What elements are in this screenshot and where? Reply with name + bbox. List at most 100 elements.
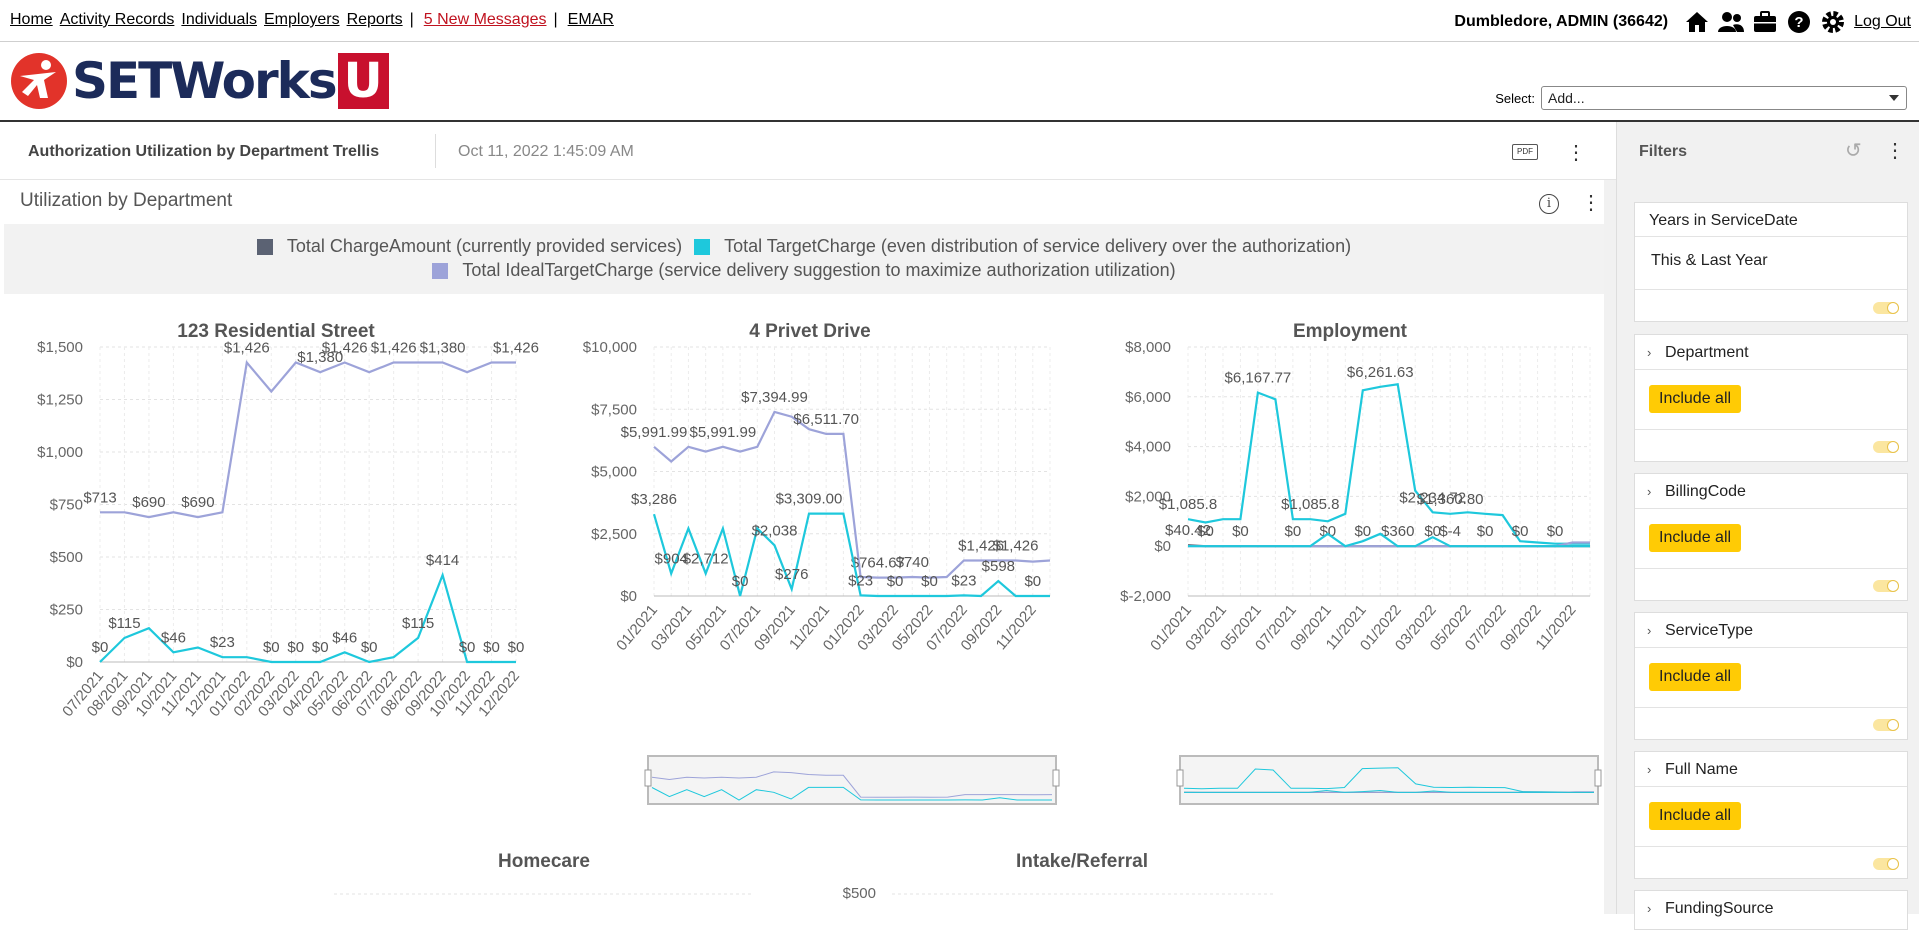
navigator-handle-right	[1595, 770, 1601, 786]
dashboard-main: Authorization Utilization by Department …	[0, 122, 1616, 914]
data-label: $7,394.99	[741, 389, 808, 406]
range-navigator	[648, 756, 1056, 804]
nav-employers-link[interactable]: Employers	[264, 11, 340, 29]
reset-icon[interactable]: ↺	[1845, 138, 1862, 163]
chevron-right-icon[interactable]: ›	[1647, 623, 1651, 638]
data-label: $0	[361, 639, 378, 656]
data-label: $1,426	[322, 340, 368, 357]
include-all-button[interactable]: Include all	[1649, 524, 1741, 552]
info-icon[interactable]: i	[1539, 194, 1559, 214]
dashboard-title: Authorization Utilization by Department …	[28, 143, 379, 161]
filter-toggle[interactable]	[1873, 441, 1899, 453]
legend-item-ideal-target-charge[interactable]: Total IdealTargetCharge (service deliver…	[432, 260, 1175, 281]
data-label: $0	[1285, 523, 1302, 540]
divider	[1635, 369, 1907, 370]
y-tick-label: $250	[50, 602, 83, 619]
chevron-down-icon	[1889, 95, 1899, 101]
logo-bar: SETWorks U Select: Add...	[0, 42, 1919, 122]
top-nav: Home Activity Records Individuals Employ…	[0, 0, 1919, 42]
utilization-widget: Utilization by Department i ⋮ Total Char…	[4, 184, 1604, 914]
main-scrollbar[interactable]	[1604, 180, 1616, 914]
divider	[1635, 568, 1907, 569]
setworks-logo[interactable]: SETWorks U	[10, 52, 389, 110]
legend-swatch	[694, 239, 710, 255]
home-icon[interactable]	[1684, 9, 1710, 35]
briefcase-icon[interactable]	[1752, 9, 1778, 35]
select-value: Add...	[1548, 90, 1585, 106]
filter-years-in-servicedate[interactable]: Years in ServiceDate This & Last Year	[1634, 202, 1908, 322]
filter-department[interactable]: › Department Include all	[1634, 334, 1908, 462]
include-all-button[interactable]: Include all	[1649, 385, 1741, 413]
nav-messages-link[interactable]: 5 New Messages	[424, 11, 547, 29]
data-label: $115	[108, 615, 140, 632]
filter-billingcode[interactable]: › BillingCode Include all	[1634, 473, 1908, 601]
divider	[1635, 647, 1907, 648]
data-label: $6,167.77	[1225, 370, 1292, 387]
divider	[1635, 786, 1907, 787]
widget-more-icon[interactable]: ⋮	[1581, 190, 1601, 215]
y-tick-label: $6,000	[1125, 389, 1171, 406]
legend-item-charge-amount[interactable]: Total ChargeAmount (currently provided s…	[257, 236, 682, 257]
legend-item-target-charge[interactable]: Total TargetCharge (even distribution of…	[694, 236, 1351, 257]
filter-toggle[interactable]	[1873, 858, 1899, 870]
data-label: $46	[161, 629, 186, 646]
filters-header: Filters ↺ ⋮	[1617, 122, 1919, 180]
add-select-wrap: Select: Add...	[1495, 86, 1907, 110]
include-all-button[interactable]: Include all	[1649, 802, 1741, 830]
trellis-svg: 123 Residential Street$1,500$1,250$1,000…	[4, 304, 1604, 914]
filter-name: Full Name	[1665, 761, 1738, 779]
data-label: $1,085.8	[1281, 496, 1339, 513]
data-label: $740	[896, 554, 929, 571]
gear-icon[interactable]	[1820, 9, 1846, 35]
header-divider	[435, 134, 436, 168]
filter-toggle[interactable]	[1873, 302, 1899, 314]
filter-servicetype[interactable]: › ServiceType Include all	[1634, 612, 1908, 740]
y-tick-label: $0	[66, 654, 83, 671]
filter-full-name[interactable]: › Full Name Include all	[1634, 751, 1908, 879]
filter-fundingsource[interactable]: › FundingSource	[1634, 890, 1908, 930]
data-label: $1,426	[371, 340, 417, 357]
help-icon[interactable]: ?	[1786, 9, 1812, 35]
add-select[interactable]: Add...	[1541, 86, 1907, 110]
data-label: $6,511.70	[793, 411, 859, 428]
data-label: $-4	[1439, 523, 1461, 540]
include-all-button[interactable]: Include all	[1649, 663, 1741, 691]
logo-brand-text: SETWorks	[72, 52, 336, 110]
chart-title: Intake/Referral	[1016, 851, 1148, 872]
data-label: $2,038	[752, 522, 798, 539]
nav-home-link[interactable]: Home	[10, 11, 53, 29]
chart-title: Employment	[1293, 321, 1408, 342]
filter-name: Department	[1665, 344, 1749, 362]
chevron-right-icon[interactable]: ›	[1647, 345, 1651, 360]
chevron-right-icon[interactable]: ›	[1647, 762, 1651, 777]
nav-individuals-link[interactable]: Individuals	[181, 11, 257, 29]
pdf-export-icon[interactable]: PDF	[1512, 144, 1538, 160]
divider	[1635, 289, 1907, 290]
legend-swatch	[432, 263, 448, 279]
nav-emar-link[interactable]: EMAR	[568, 11, 614, 29]
series-line	[1188, 384, 1590, 543]
data-label: $0	[887, 573, 904, 590]
nav-activity-records-link[interactable]: Activity Records	[60, 11, 175, 29]
chart-legend: Total ChargeAmount (currently provided s…	[4, 224, 1604, 294]
data-label: $0	[508, 639, 525, 656]
nav-reports-link[interactable]: Reports	[347, 11, 403, 29]
y-tick-label: $0	[620, 588, 637, 605]
filter-name: ServiceType	[1665, 622, 1753, 640]
logout-link[interactable]: Log Out	[1854, 13, 1911, 31]
filters-title: Filters	[1639, 143, 1687, 161]
divider	[1635, 707, 1907, 708]
filter-toggle[interactable]	[1873, 719, 1899, 731]
trellis-charts: 123 Residential Street$1,500$1,250$1,000…	[4, 304, 1604, 914]
filters-panel: Filters ↺ ⋮ Years in ServiceDate This & …	[1616, 122, 1919, 914]
data-label: $690	[181, 494, 214, 511]
dashboard-more-icon[interactable]: ⋮	[1566, 140, 1586, 165]
data-label: $1,380	[420, 340, 466, 357]
filters-more-icon[interactable]: ⋮	[1885, 138, 1905, 163]
filter-toggle[interactable]	[1873, 580, 1899, 592]
data-label: $0	[921, 573, 938, 590]
filter-value[interactable]: This & Last Year	[1651, 252, 1768, 270]
chevron-right-icon[interactable]: ›	[1647, 484, 1651, 499]
logo-runner-icon	[10, 52, 68, 110]
people-icon[interactable]	[1718, 9, 1744, 35]
